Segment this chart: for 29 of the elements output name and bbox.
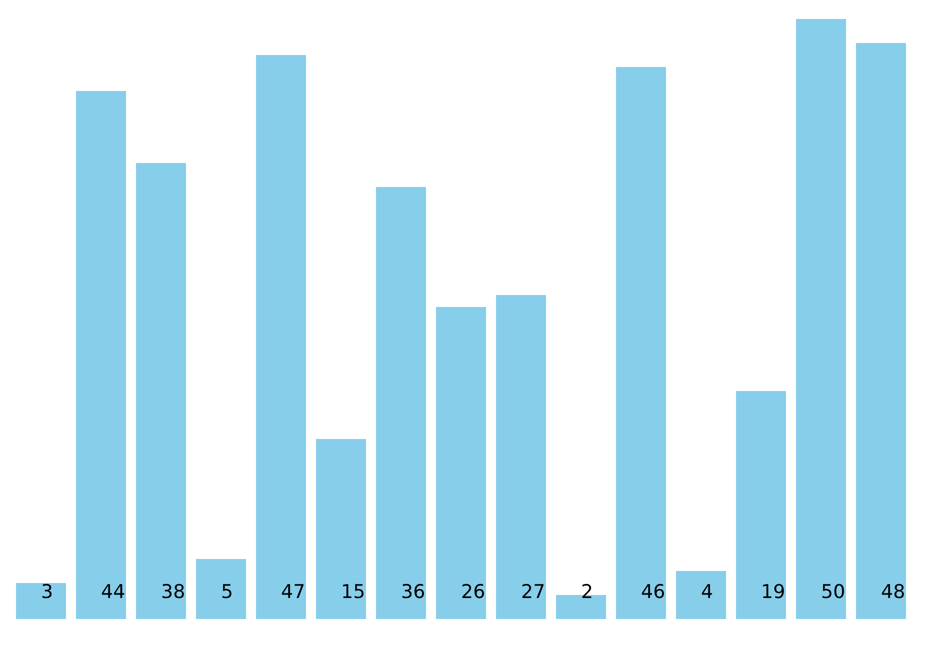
bar xyxy=(736,391,786,619)
data-label: 38 xyxy=(161,581,186,603)
data-label: 3 xyxy=(41,581,54,603)
data-label: 26 xyxy=(461,581,486,603)
data-label: 50 xyxy=(821,581,846,603)
data-label: 2 xyxy=(581,581,594,603)
bar xyxy=(856,43,906,619)
bar xyxy=(376,187,426,619)
data-label: 44 xyxy=(101,581,126,603)
data-label: 46 xyxy=(641,581,666,603)
bar xyxy=(16,583,66,619)
bar xyxy=(196,559,246,619)
data-label: 15 xyxy=(341,581,366,603)
bar xyxy=(616,67,666,619)
data-label: 4 xyxy=(701,581,714,603)
bar xyxy=(136,163,186,619)
data-label: 48 xyxy=(881,581,906,603)
bar xyxy=(316,439,366,619)
data-label: 27 xyxy=(521,581,546,603)
bar xyxy=(76,91,126,619)
data-label: 47 xyxy=(281,581,306,603)
bar xyxy=(796,19,846,619)
data-label: 5 xyxy=(221,581,234,603)
data-label: 19 xyxy=(761,581,786,603)
bar xyxy=(436,307,486,619)
bar xyxy=(496,295,546,619)
data-label: 36 xyxy=(401,581,426,603)
bar xyxy=(676,571,726,619)
bar xyxy=(256,55,306,619)
